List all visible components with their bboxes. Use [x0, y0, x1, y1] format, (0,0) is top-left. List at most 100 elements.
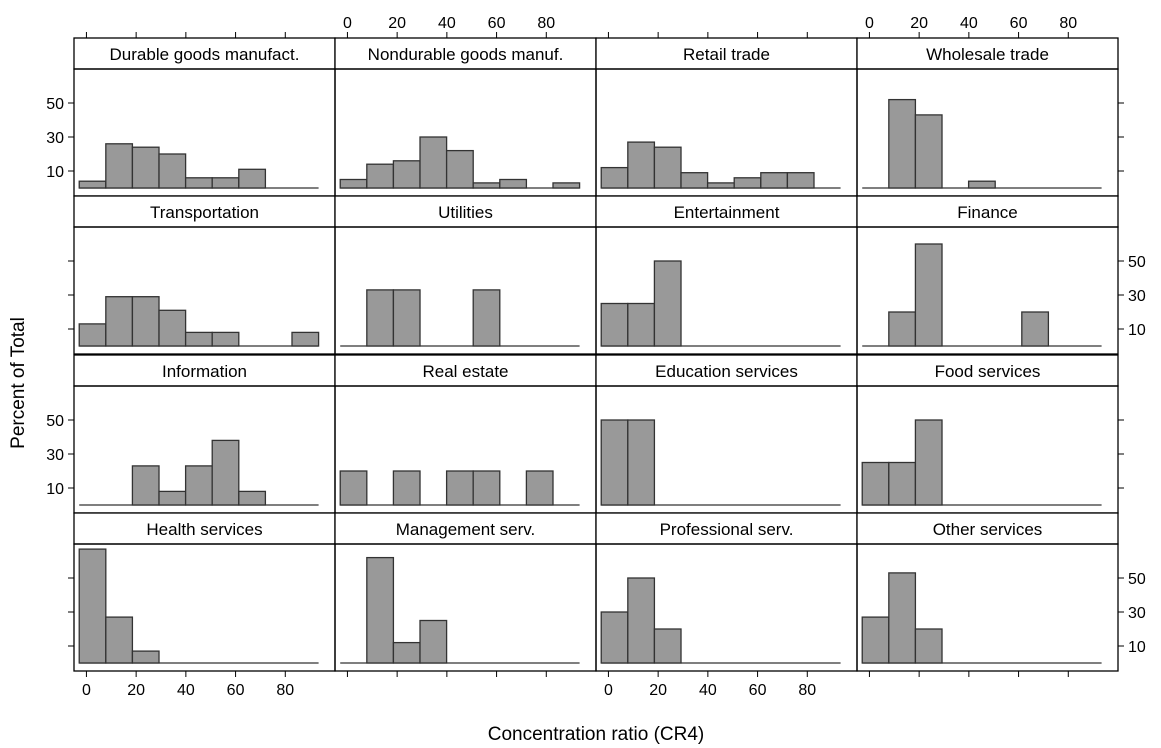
panel-strip — [595, 195, 858, 228]
histogram-bar — [131, 296, 160, 347]
histogram-bar — [627, 577, 656, 664]
x-tick-label: 60 — [227, 682, 245, 699]
x-tick-label: 60 — [488, 15, 506, 32]
histogram-bar — [131, 650, 160, 664]
panel-strip — [856, 195, 1119, 228]
panel-frame — [856, 543, 1119, 672]
x-tick-label: 40 — [960, 15, 978, 32]
x-tick-label: 60 — [749, 682, 767, 699]
y-tick-label: 10 — [46, 164, 64, 181]
panel: Retail trade — [595, 37, 858, 197]
x-tick-label: 80 — [1059, 15, 1077, 32]
histogram-bar — [158, 153, 187, 189]
histogram-bar — [472, 289, 501, 347]
histogram-bar — [525, 470, 554, 506]
panel-title: Health services — [146, 520, 262, 539]
histogram-bar — [653, 260, 682, 347]
histogram-bar — [888, 311, 917, 347]
y-tick-label: 50 — [46, 96, 64, 113]
histogram-bar — [627, 302, 656, 347]
panel-title: Education services — [655, 362, 798, 381]
y-tick-label: 50 — [1128, 571, 1146, 588]
histogram-bar — [888, 461, 917, 506]
panel-title: Real estate — [423, 362, 509, 381]
histogram-bar — [552, 182, 581, 189]
panel-title: Food services — [935, 362, 1041, 381]
histogram-bar — [600, 419, 629, 506]
histogram-bar — [706, 182, 735, 189]
x-tick-label: 20 — [127, 682, 145, 699]
histogram-bar — [914, 243, 943, 347]
panel: Health services — [73, 512, 336, 672]
histogram-bar — [184, 465, 213, 506]
histogram-bar — [600, 611, 629, 664]
histogram-bar — [888, 572, 917, 664]
y-axis-title: Percent of Total — [8, 317, 29, 449]
x-tick-label: 40 — [438, 15, 456, 32]
panel-strip — [856, 512, 1119, 545]
histogram-bar — [238, 168, 267, 189]
x-tick-label: 80 — [537, 15, 555, 32]
histogram-bar — [78, 180, 107, 189]
histogram-bar — [445, 470, 474, 506]
histogram-bar — [105, 296, 134, 347]
panel: Information — [73, 354, 336, 514]
panel-title: Wholesale trade — [926, 45, 1049, 64]
histogram-bar — [211, 331, 240, 347]
x-tick-label: 0 — [82, 682, 91, 699]
histogram-bar — [967, 180, 996, 189]
x-tick-label: 80 — [276, 682, 294, 699]
panel-strip — [334, 195, 597, 228]
panel: Management serv. — [334, 512, 597, 672]
panel: Food services — [856, 354, 1119, 514]
histogram-bar — [499, 178, 528, 189]
histogram-bar — [445, 149, 474, 189]
histogram-bar — [786, 172, 815, 189]
panel-title: Finance — [957, 203, 1017, 222]
histogram-bar — [472, 182, 501, 189]
x-tick-label: 20 — [388, 15, 406, 32]
panel-title: Professional serv. — [660, 520, 794, 539]
histogram-bar — [600, 166, 629, 189]
histogram-bar — [392, 470, 421, 506]
histogram-bar — [158, 309, 187, 347]
histogram-bar — [600, 302, 629, 347]
histogram-bar — [733, 177, 762, 189]
panel-title: Nondurable goods manuf. — [368, 45, 564, 64]
panel: Finance — [856, 195, 1119, 355]
histogram-bar — [339, 470, 368, 506]
histogram-bar — [105, 143, 134, 189]
panel-title: Durable goods manufact. — [110, 45, 300, 64]
panel-strip — [856, 354, 1119, 387]
histogram-bar — [366, 556, 395, 664]
histogram-bar — [653, 146, 682, 189]
x-tick-label: 0 — [865, 15, 874, 32]
histogram-bar — [914, 114, 943, 189]
histogram-bar — [680, 172, 709, 189]
histogram-bar — [419, 619, 448, 664]
panels-layer: Durable goods manufact. Nondurable goods … — [73, 37, 1119, 672]
x-tick-label: 0 — [604, 682, 613, 699]
panel-frame — [856, 226, 1119, 355]
histogram-bar — [78, 548, 107, 664]
histogram-bar — [1021, 311, 1050, 347]
histogram-bar — [627, 141, 656, 189]
histogram-bar — [472, 470, 501, 506]
panel-title: Other services — [933, 520, 1043, 539]
panel-strip — [334, 512, 597, 545]
y-tick-label: 50 — [46, 413, 64, 430]
histogram-bar — [392, 289, 421, 347]
histogram-bar — [366, 163, 395, 189]
histogram-bar — [914, 419, 943, 506]
histogram-bar — [366, 289, 395, 347]
histogram-bar — [392, 641, 421, 664]
panel-title: Utilities — [438, 203, 493, 222]
histogram-bar — [105, 616, 134, 664]
histogram-bar — [627, 419, 656, 506]
x-tick-label: 60 — [1010, 15, 1028, 32]
panel-strip — [856, 37, 1119, 70]
y-tick-label: 30 — [46, 130, 64, 147]
histogram-bar — [760, 172, 789, 189]
histogram-bar — [184, 331, 213, 347]
